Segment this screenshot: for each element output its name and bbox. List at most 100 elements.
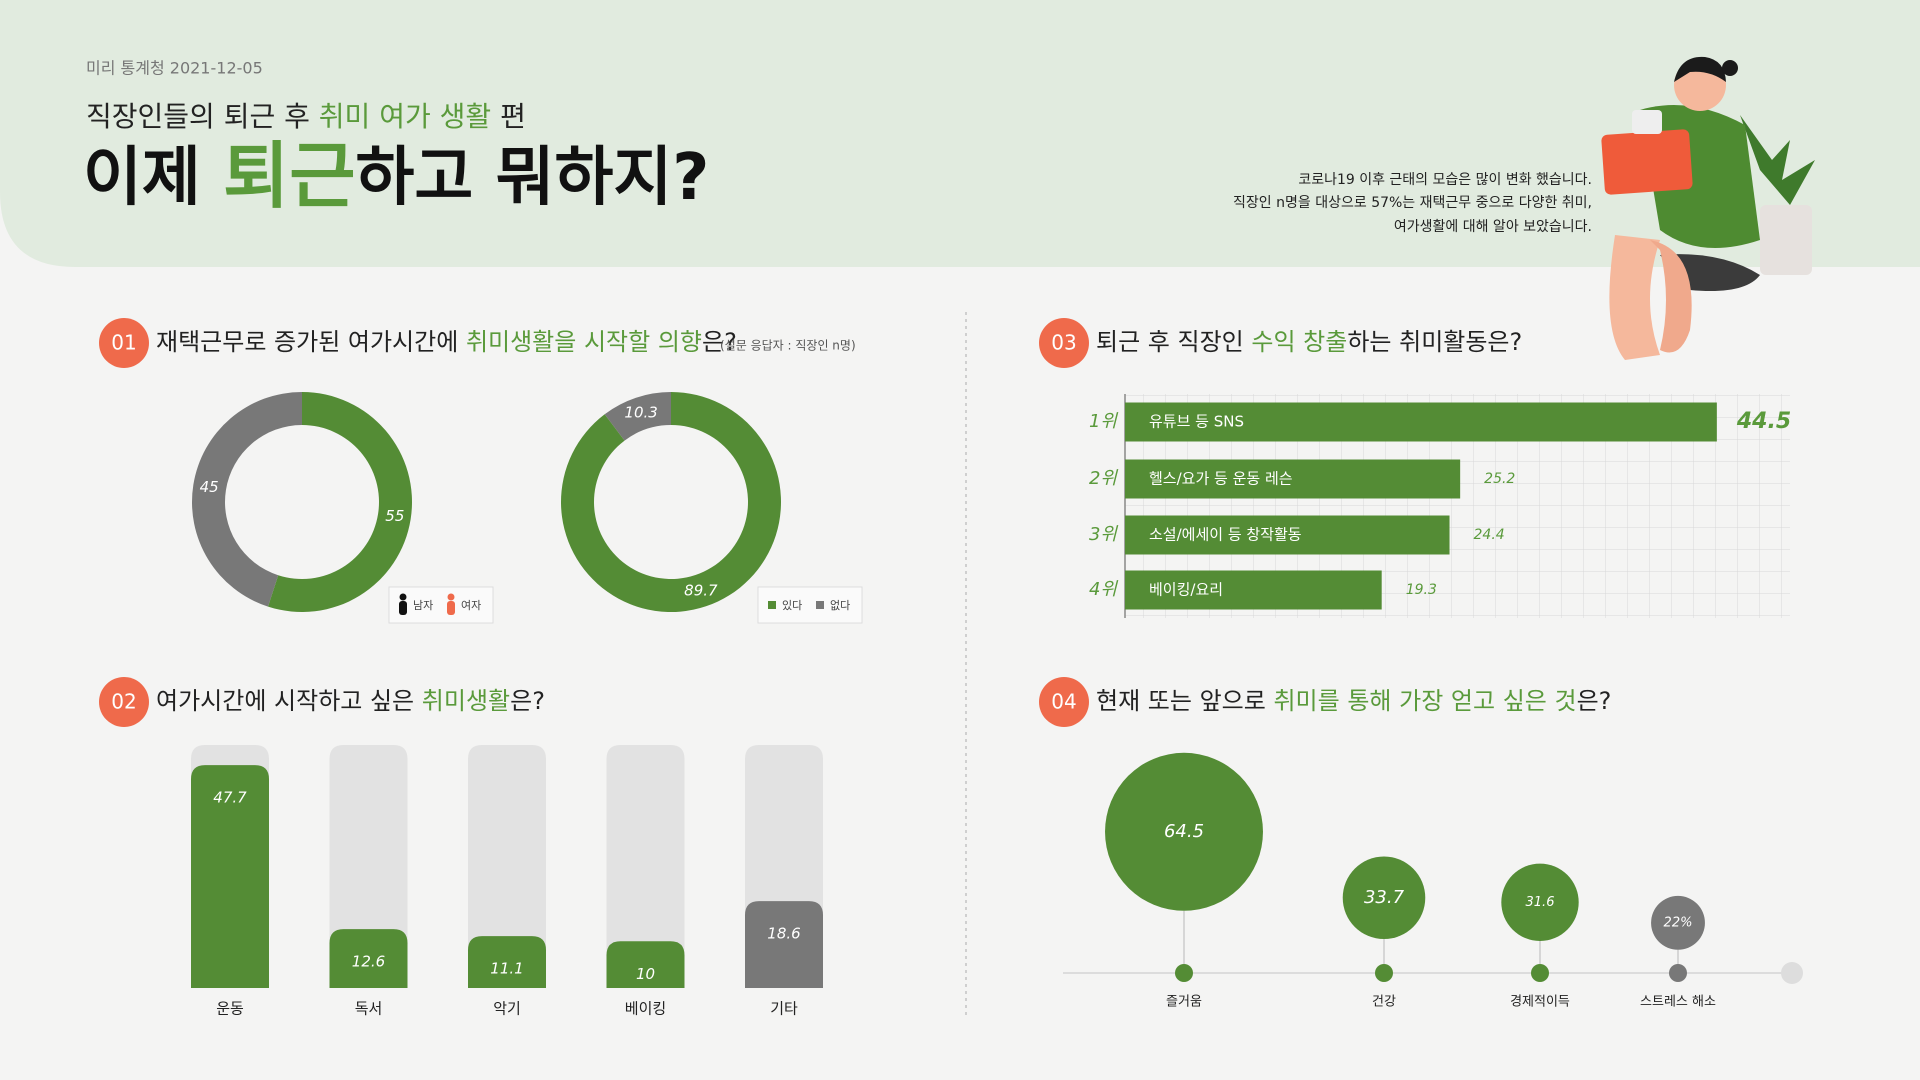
section-number: 03 <box>1051 331 1076 355</box>
category-label: 유튜브 등 SNS <box>1149 413 1244 431</box>
value-label: 12.6 <box>352 953 385 971</box>
section-title-part: 은? <box>702 328 737 356</box>
anchor-dot <box>1531 964 1549 982</box>
category-label: 베이킹 <box>625 1000 666 1018</box>
bubble <box>1105 752 1263 911</box>
section-title-part: 재택근무로 증가된 여가시간에 <box>156 328 466 356</box>
value-label: 18.6 <box>767 925 800 943</box>
category-label: 경제적이득 <box>1510 995 1570 1010</box>
value-label: 47.7 <box>213 789 247 807</box>
value-label: 55 <box>385 507 404 525</box>
legend-label: 있다 <box>782 599 802 612</box>
value-label: 10 <box>636 965 655 983</box>
section-title-part: 현재 또는 앞으로 <box>1096 687 1273 715</box>
section-badge <box>99 677 149 727</box>
category-label: 기타 <box>770 1000 798 1018</box>
section-badge <box>1039 318 1089 368</box>
legend-icon <box>447 593 455 601</box>
legend-icon <box>399 593 407 601</box>
illustration <box>1601 56 1815 360</box>
rank-label: 2위 <box>1089 468 1118 489</box>
anchor-dot <box>1375 964 1393 982</box>
category-label: 건강 <box>1372 995 1396 1010</box>
bar <box>191 765 269 988</box>
bar <box>1125 459 1461 499</box>
section-note: (설문 응답자 : 직장인 n명) <box>720 339 856 353</box>
rank-label: 4위 <box>1089 579 1118 600</box>
header-band <box>0 0 1920 267</box>
legend-label: 여자 <box>461 599 481 612</box>
legend-swatch <box>768 601 776 609</box>
section-title-part: 하는 취미활동은? <box>1347 328 1522 356</box>
section-title: 재택근무로 증가된 여가시간에 취미생활을 시작할 의향은? <box>156 328 737 356</box>
section-number: 01 <box>111 331 136 355</box>
legend-icon <box>447 601 455 615</box>
section-number: 04 <box>1051 690 1076 714</box>
legend-icon <box>399 601 407 615</box>
description: 코로나19 이후 근태의 모습은 많이 변화 했습니다. <box>1298 172 1592 188</box>
rank-label: 1위 <box>1089 411 1118 432</box>
value-label: 22% <box>1664 915 1693 930</box>
section-title-part: 여가시간에 시작하고 싶은 <box>156 687 422 715</box>
section-title-part: 수익 창출 <box>1251 328 1347 356</box>
anchor-dot <box>1669 964 1687 982</box>
title: 이제 퇴근하고 뭐하지? <box>83 134 709 218</box>
description: 여가생활에 대해 알아 보았습니다. <box>1394 219 1592 235</box>
bar <box>745 901 823 988</box>
value-label: 45 <box>200 478 219 496</box>
bar <box>1125 402 1717 442</box>
subtitle-part: 편 <box>491 100 526 133</box>
value-label: 33.7 <box>1364 887 1405 908</box>
value-label: 31.6 <box>1526 895 1555 910</box>
value-label: 64.5 <box>1164 821 1204 842</box>
section-number: 02 <box>111 690 136 714</box>
value-label: 19.3 <box>1406 582 1437 598</box>
bubble <box>1651 895 1705 950</box>
legend-swatch <box>816 601 824 609</box>
donut-segment <box>192 392 302 607</box>
baseline-end <box>1781 962 1803 984</box>
section-title-part: 퇴근 후 직장인 <box>1096 328 1251 356</box>
bar <box>329 929 408 988</box>
legend-label: 없다 <box>830 599 850 612</box>
bar-track <box>606 745 685 988</box>
category-label: 악기 <box>493 1000 521 1018</box>
rank-label: 3위 <box>1089 524 1118 545</box>
title-part: 하고 뭐하지? <box>356 141 710 215</box>
bubble <box>1501 863 1579 941</box>
subtitle-part: 직장인들의 퇴근 후 <box>86 100 319 133</box>
donut-segment <box>268 392 412 612</box>
title-part: 퇴근 <box>223 134 355 218</box>
bubble <box>1342 856 1426 940</box>
section-badge <box>1039 677 1089 727</box>
bar <box>1125 570 1382 610</box>
category-label: 스트레스 해소 <box>1640 995 1716 1010</box>
category-label: 소설/에세이 등 창작활동 <box>1149 526 1302 544</box>
value-label: 44.5 <box>1736 409 1791 434</box>
category-label: 독서 <box>355 1000 383 1018</box>
section-title: 퇴근 후 직장인 수익 창출하는 취미활동은? <box>1096 328 1522 356</box>
donut-segment <box>604 392 671 441</box>
subtitle-part: 취미 여가 생활 <box>319 100 491 133</box>
section-title-part: 취미생활을 시작할 의향 <box>466 328 702 356</box>
section-title-part: 은? <box>510 687 545 715</box>
bar <box>468 936 546 988</box>
legend-label: 남자 <box>413 599 433 612</box>
value-label: 10.3 <box>624 403 657 421</box>
value-label: 25.2 <box>1484 471 1515 487</box>
description: 직장인 n명을 대상으로 57%는 재택근무 중으로 다양한 취미, <box>1233 195 1592 211</box>
section-title: 여가시간에 시작하고 싶은 취미생활은? <box>156 687 545 715</box>
source: 미리 통계청 2021-12-05 <box>86 59 263 78</box>
section-title: 현재 또는 앞으로 취미를 통해 가장 얻고 싶은 것은? <box>1096 687 1611 715</box>
bar-track <box>329 745 408 988</box>
section-badge <box>99 318 149 368</box>
bar <box>1125 515 1450 555</box>
category-label: 운동 <box>216 1000 244 1018</box>
subtitle: 직장인들의 퇴근 후 취미 여가 생활 편 <box>86 100 526 133</box>
value-label: 89.7 <box>684 582 718 600</box>
anchor-dot <box>1175 964 1193 982</box>
value-label: 24.4 <box>1474 527 1505 543</box>
section-title-part: 취미를 통해 가장 얻고 싶은 것 <box>1273 687 1576 715</box>
